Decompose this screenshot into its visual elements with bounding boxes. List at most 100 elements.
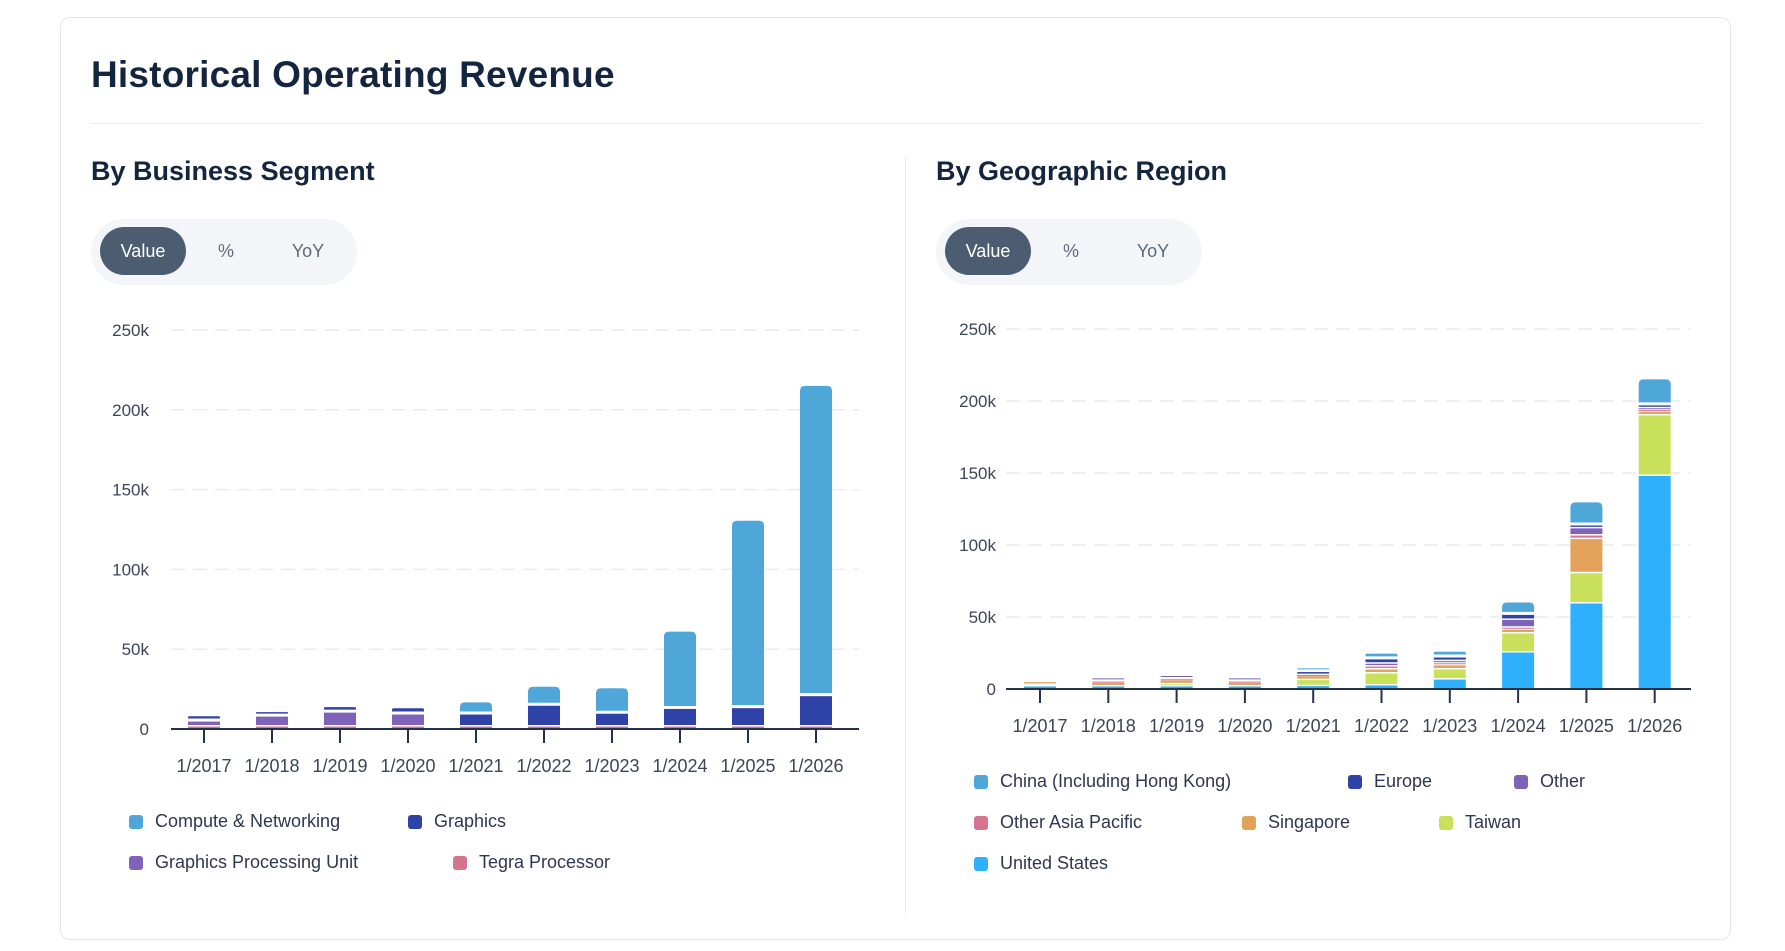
bar-stack-1-2025[interactable] bbox=[1570, 502, 1603, 689]
bar-segment-other-asia-pacific[interactable] bbox=[1502, 627, 1535, 629]
bar-segment-compute-networking[interactable] bbox=[732, 520, 764, 706]
bar-stack-1-2017[interactable] bbox=[188, 716, 220, 729]
legend-item-tegra-processor[interactable]: Tegra Processor bbox=[453, 852, 610, 873]
bar-stack-1-2021[interactable] bbox=[460, 702, 492, 729]
bar-segment-united-states[interactable] bbox=[1024, 686, 1056, 689]
bar-segment-united-states[interactable] bbox=[1433, 679, 1466, 689]
bar-segment-tegra-processor[interactable] bbox=[732, 726, 764, 729]
legend-item-graphics-processing-unit[interactable]: Graphics Processing Unit bbox=[129, 852, 358, 873]
bar-segment-graphics-processing-unit[interactable] bbox=[324, 712, 356, 726]
bar-segment-united-states[interactable] bbox=[1365, 685, 1398, 689]
bar-segment-singapore[interactable] bbox=[1024, 682, 1056, 684]
bar-segment-other[interactable] bbox=[1433, 661, 1466, 663]
legend-item-other-asia-pacific[interactable]: Other Asia Pacific bbox=[974, 812, 1142, 833]
bar-segment-tegra-processor[interactable] bbox=[256, 726, 288, 729]
bar-segment-singapore[interactable] bbox=[1433, 665, 1466, 668]
bar-segment-compute-networking[interactable] bbox=[596, 688, 628, 711]
bar-segment-tegra-processor[interactable] bbox=[460, 726, 492, 729]
bar-segment-graphics[interactable] bbox=[324, 707, 356, 710]
legend-item-compute-networking[interactable]: Compute & Networking bbox=[129, 811, 340, 832]
legend-item-europe[interactable]: Europe bbox=[1348, 771, 1432, 792]
bar-segment-other-asia-pacific[interactable] bbox=[1638, 410, 1671, 412]
bar-segment-united-states[interactable] bbox=[1297, 686, 1330, 689]
segment-toggle-percent[interactable]: % bbox=[217, 240, 234, 261]
bar-segment-other[interactable] bbox=[1638, 408, 1671, 410]
bar-stack-1-2019[interactable] bbox=[1160, 676, 1193, 689]
bar-segment-tegra-processor[interactable] bbox=[392, 726, 424, 729]
bar-segment-other-asia-pacific[interactable] bbox=[1092, 681, 1125, 683]
bar-segment-graphics[interactable] bbox=[392, 708, 424, 712]
bar-segment-graphics-processing-unit[interactable] bbox=[392, 714, 424, 726]
bar-segment-other[interactable] bbox=[1228, 678, 1261, 680]
bar-stack-1-2022[interactable] bbox=[1365, 653, 1398, 689]
bar-segment-compute-networking[interactable] bbox=[664, 631, 696, 706]
bar-segment-europe[interactable] bbox=[1502, 614, 1535, 619]
bar-segment-europe[interactable] bbox=[1297, 672, 1330, 674]
bar-segment-graphics[interactable] bbox=[528, 705, 560, 726]
bar-stack-1-2024[interactable] bbox=[664, 631, 696, 729]
bar-segment-other-asia-pacific[interactable] bbox=[1160, 679, 1193, 681]
bar-segment-taiwan[interactable] bbox=[1570, 573, 1603, 603]
legend-item-united-states[interactable]: United States bbox=[974, 853, 1108, 874]
bar-segment-other-asia-pacific[interactable] bbox=[1297, 674, 1330, 676]
bar-segment-tegra-processor[interactable] bbox=[664, 726, 696, 729]
bar-segment-europe[interactable] bbox=[1638, 405, 1671, 407]
bar-stack-1-2022[interactable] bbox=[528, 686, 560, 729]
bar-segment-graphics-processing-unit[interactable] bbox=[256, 716, 288, 726]
bar-stack-1-2024[interactable] bbox=[1502, 602, 1535, 689]
bar-segment-other[interactable] bbox=[1160, 676, 1193, 678]
bar-segment-china-including-hong-kong[interactable] bbox=[1433, 651, 1466, 655]
geo-toggle-yoy[interactable]: YoY bbox=[1136, 240, 1170, 261]
bar-segment-other-asia-pacific[interactable] bbox=[1570, 535, 1603, 538]
bar-stack-1-2021[interactable] bbox=[1297, 668, 1330, 689]
legend-item-singapore[interactable]: Singapore bbox=[1242, 812, 1350, 833]
bar-segment-compute-networking[interactable] bbox=[800, 385, 832, 694]
bar-stack-1-2023[interactable] bbox=[1433, 651, 1466, 689]
bar-segment-taiwan[interactable] bbox=[1502, 633, 1535, 651]
bar-stack-1-2026[interactable] bbox=[800, 385, 832, 729]
bar-segment-united-states[interactable] bbox=[1092, 686, 1125, 689]
bar-segment-tegra-processor[interactable] bbox=[324, 726, 356, 729]
bar-segment-china-including-hong-kong[interactable] bbox=[1297, 668, 1330, 670]
bar-segment-other[interactable] bbox=[1570, 528, 1603, 535]
bar-segment-singapore[interactable] bbox=[1365, 669, 1398, 673]
bar-segment-taiwan[interactable] bbox=[1433, 669, 1466, 679]
bar-segment-taiwan[interactable] bbox=[1365, 673, 1398, 684]
bar-stack-1-2020[interactable] bbox=[1228, 678, 1261, 689]
bar-segment-taiwan[interactable] bbox=[1160, 684, 1193, 686]
bar-segment-singapore[interactable] bbox=[1502, 629, 1535, 632]
bar-segment-graphics-processing-unit[interactable] bbox=[188, 721, 220, 726]
bar-segment-graphics[interactable] bbox=[188, 716, 220, 719]
bar-segment-graphics[interactable] bbox=[664, 708, 696, 726]
bar-stack-1-2018[interactable] bbox=[1092, 678, 1125, 689]
segment-toggle-yoy[interactable]: YoY bbox=[291, 240, 325, 261]
bar-stack-1-2017[interactable] bbox=[1024, 682, 1056, 689]
bar-segment-singapore[interactable] bbox=[1228, 682, 1261, 685]
bar-segment-tegra-processor[interactable] bbox=[800, 726, 832, 729]
bar-segment-other-asia-pacific[interactable] bbox=[1433, 663, 1466, 665]
bar-stack-1-2023[interactable] bbox=[596, 688, 628, 729]
geo-toggle-percent[interactable]: % bbox=[1062, 240, 1079, 261]
legend-item-graphics[interactable]: Graphics bbox=[408, 811, 506, 832]
bar-segment-united-states[interactable] bbox=[1160, 686, 1193, 689]
bar-stack-1-2018[interactable] bbox=[256, 712, 288, 729]
bar-stack-1-2019[interactable] bbox=[324, 707, 356, 729]
bar-segment-europe[interactable] bbox=[1365, 659, 1398, 663]
bar-segment-united-states[interactable] bbox=[1638, 475, 1671, 689]
bar-segment-tegra-processor[interactable] bbox=[596, 726, 628, 729]
bar-segment-china-including-hong-kong[interactable] bbox=[1365, 653, 1398, 657]
bar-segment-singapore[interactable] bbox=[1160, 680, 1193, 683]
bar-segment-other-asia-pacific[interactable] bbox=[1365, 666, 1398, 668]
bar-segment-europe[interactable] bbox=[1570, 525, 1603, 527]
bar-segment-graphics[interactable] bbox=[732, 708, 764, 726]
bar-segment-united-states[interactable] bbox=[1502, 652, 1535, 689]
bar-segment-europe[interactable] bbox=[1433, 657, 1466, 660]
bar-segment-singapore[interactable] bbox=[1638, 411, 1671, 414]
bar-segment-tegra-processor[interactable] bbox=[188, 726, 220, 729]
bar-segment-graphics[interactable] bbox=[460, 714, 492, 726]
bar-segment-other[interactable] bbox=[1297, 672, 1330, 674]
bar-segment-other[interactable] bbox=[1092, 678, 1125, 680]
bar-segment-compute-networking[interactable] bbox=[528, 686, 560, 703]
bar-segment-united-states[interactable] bbox=[1570, 603, 1603, 689]
legend-item-other[interactable]: Other bbox=[1514, 771, 1585, 792]
